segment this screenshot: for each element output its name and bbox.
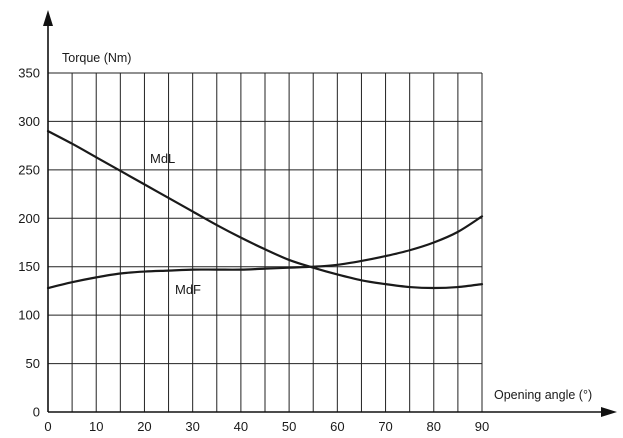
- y-tick-label-300: 300: [18, 114, 40, 129]
- x-tick-label-0: 0: [44, 419, 51, 434]
- x-tick-label-30: 30: [185, 419, 199, 434]
- chart-labels: Torque (Nm) Opening angle (°) MdL MdF: [62, 51, 592, 402]
- series-line-mdf: [46, 215, 484, 290]
- y-tick-label-100: 100: [18, 308, 40, 323]
- x-tick-label-10: 10: [89, 419, 103, 434]
- y-axis-title: Torque (Nm): [62, 51, 131, 65]
- y-tick-label-250: 250: [18, 162, 40, 177]
- y-axis-arrow: [43, 10, 53, 26]
- x-tick-label-40: 40: [234, 419, 248, 434]
- series-label-mdf: MdF: [175, 282, 201, 297]
- chart-axes: [43, 10, 617, 417]
- chart-grid: [48, 72, 483, 412]
- x-tick-label-80: 80: [427, 419, 441, 434]
- x-tick-label-70: 70: [378, 419, 392, 434]
- y-tick-label-350: 350: [18, 66, 40, 81]
- y-tick-label-50: 50: [26, 356, 40, 371]
- x-tick-label-20: 20: [137, 419, 151, 434]
- x-tick-label-60: 60: [330, 419, 344, 434]
- x-tick-label-50: 50: [282, 419, 296, 434]
- x-tick-label-90: 90: [475, 419, 489, 434]
- x-axis-title: Opening angle (°): [494, 388, 592, 402]
- chart-tick-labels: 0 50 100 150 200 250 300 350 0 10 20 30 40 50 60 70 80 90: [18, 66, 489, 435]
- chart-series: [46, 130, 484, 290]
- series-line-mdl: [46, 130, 484, 290]
- y-tick-label-150: 150: [18, 259, 40, 274]
- y-tick-label-200: 200: [18, 211, 40, 226]
- series-label-mdl: MdL: [150, 151, 175, 166]
- x-axis-arrow: [601, 407, 617, 417]
- y-tick-label-0: 0: [33, 405, 40, 420]
